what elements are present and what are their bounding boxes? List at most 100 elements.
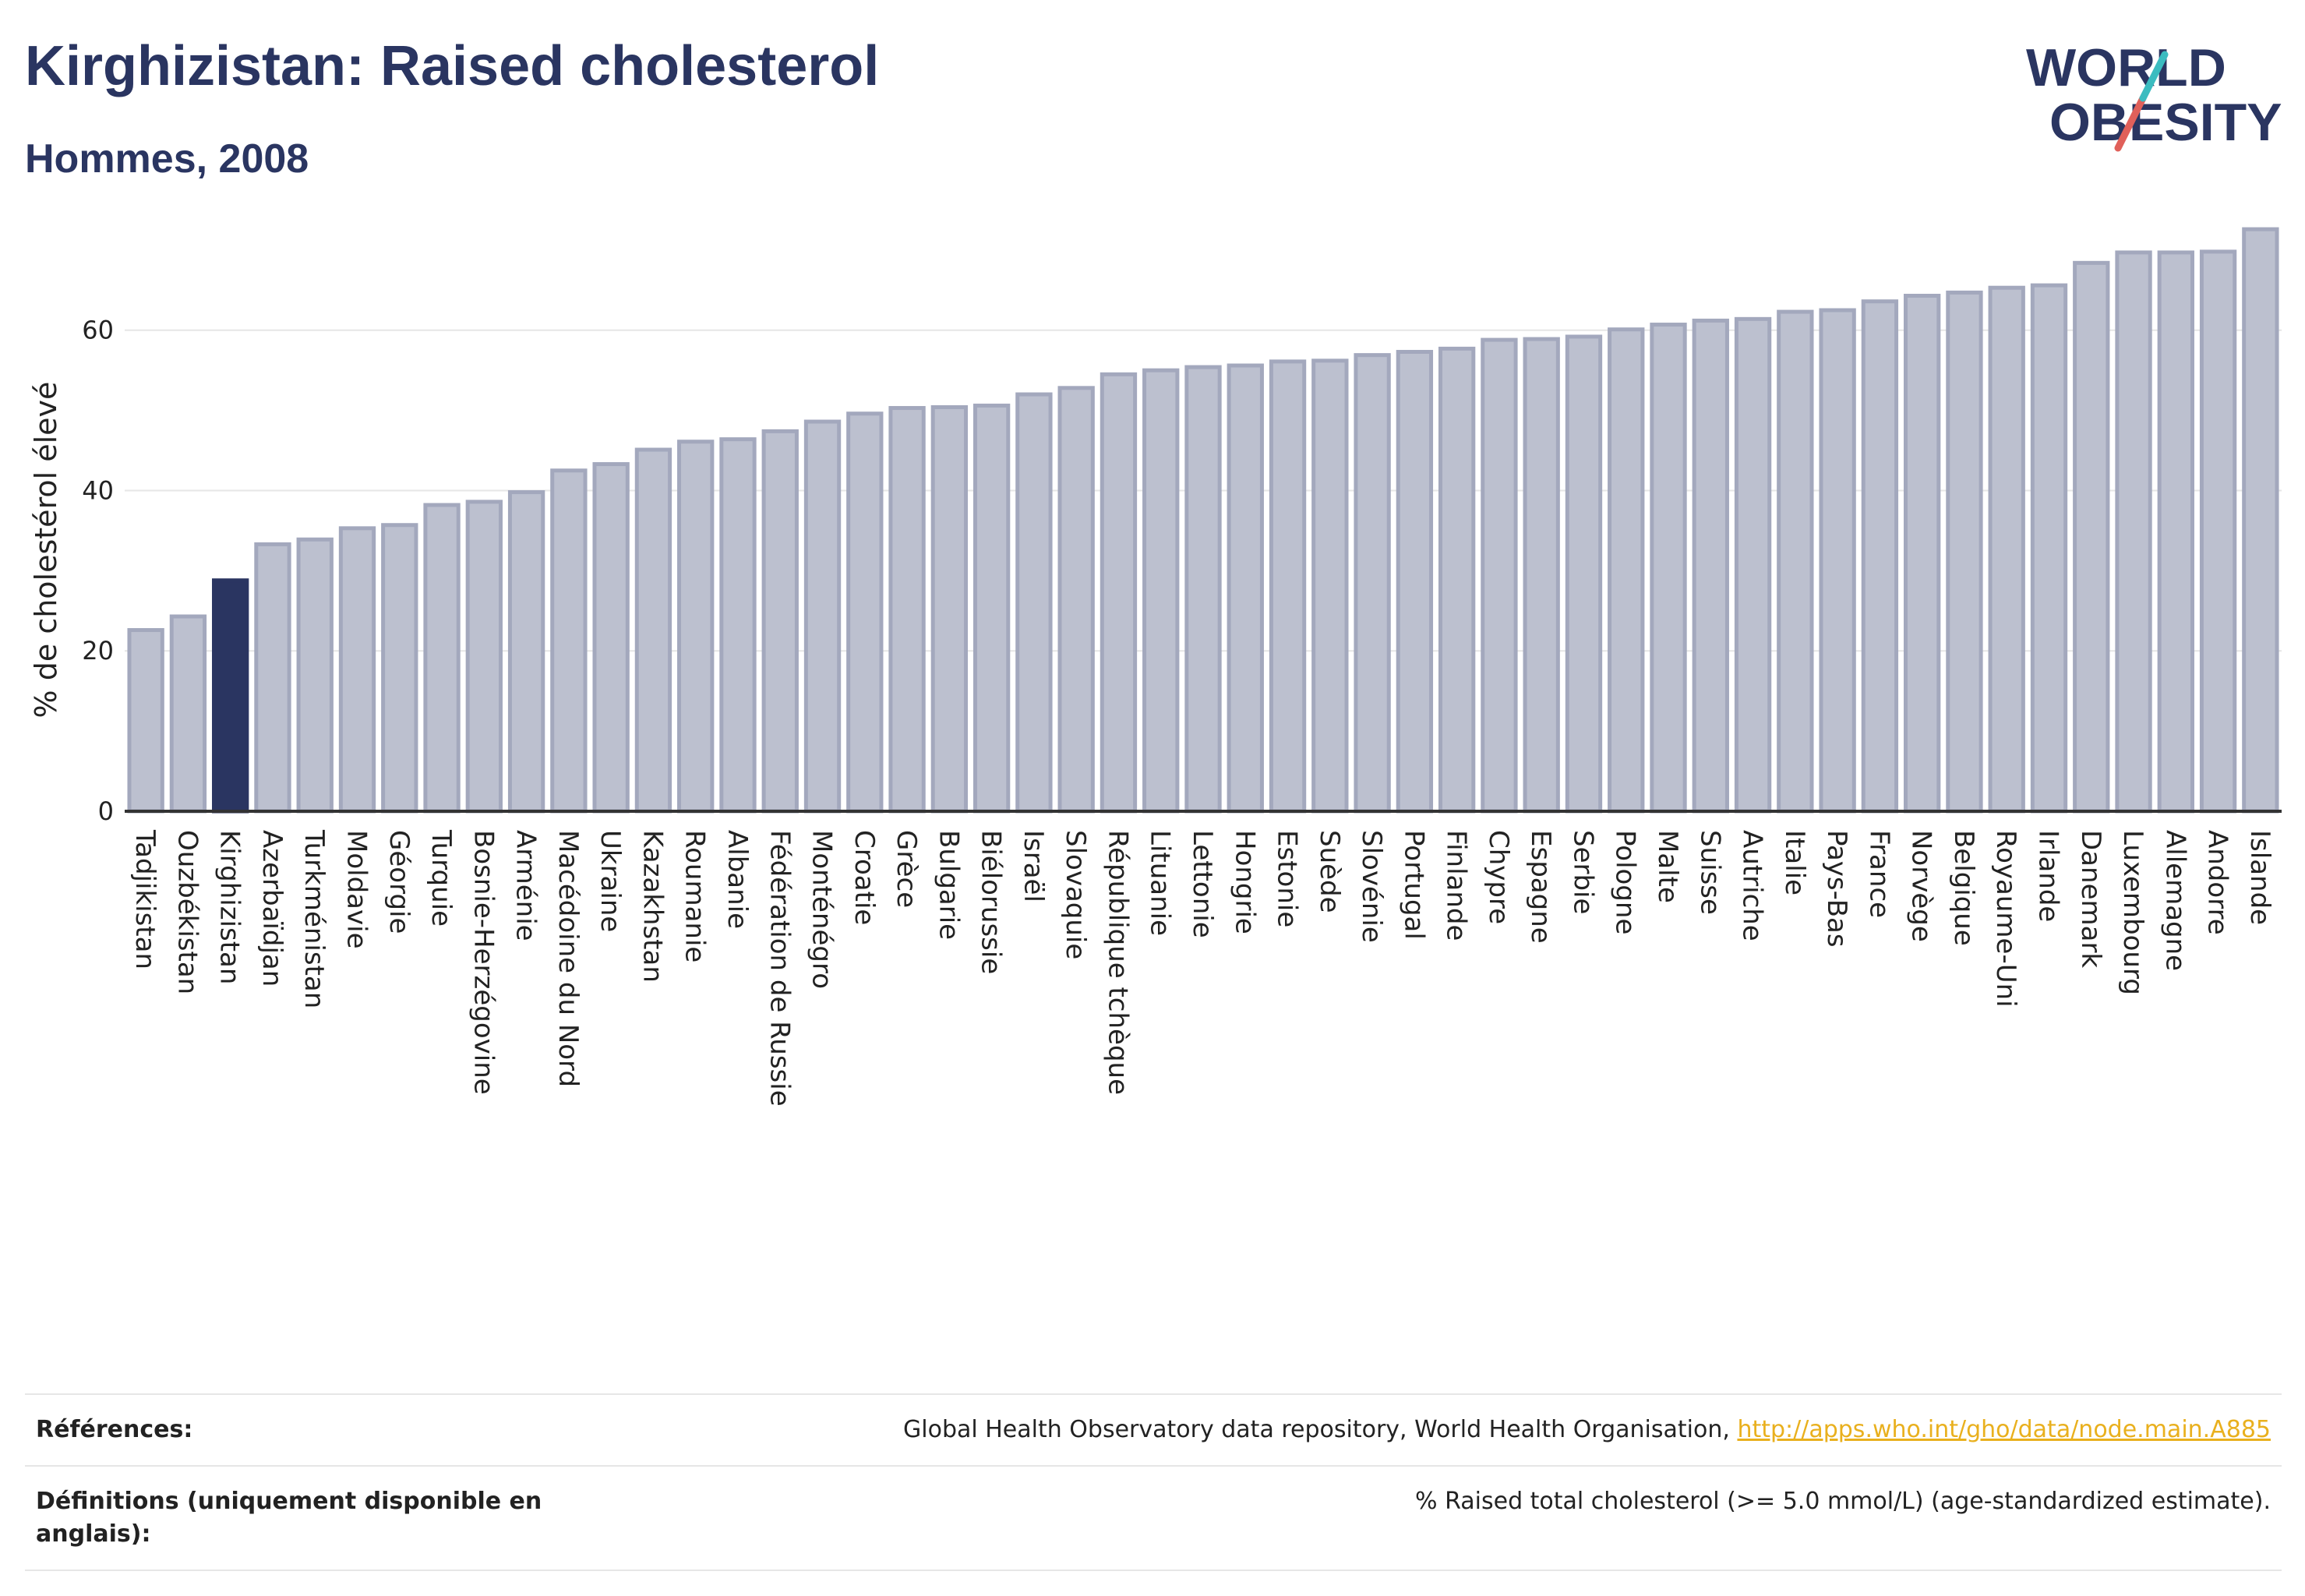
x-tick-label: Finlande: [1441, 830, 1472, 941]
bar-su-de: [1311, 358, 1349, 814]
bar-finlande: [1438, 346, 1476, 814]
bar-andorre: [2199, 249, 2237, 814]
x-tick-label: Pologne: [1610, 830, 1641, 934]
x-tick-label: Kazakhstan: [637, 830, 668, 983]
bar-isra-l: [1015, 392, 1053, 814]
page-title: Kirghizistan: Raised cholesterol: [25, 35, 880, 97]
x-tick-label: Andorre: [2202, 830, 2233, 935]
y-tick-label: 40: [82, 475, 114, 505]
bar-lituanie: [1142, 368, 1180, 814]
x-tick-label: Moldavie: [341, 830, 372, 949]
definitions-row: Définitions (uniquement disponible en an…: [25, 1465, 2282, 1571]
bar-suisse: [1692, 318, 1729, 814]
bar-mac-doine-du-nord: [550, 468, 588, 814]
references-row: Références: Global Health Observatory da…: [25, 1393, 2282, 1465]
x-tick-label: Ouzbékistan: [171, 830, 203, 994]
bar-norv-ge: [1903, 294, 1941, 814]
footer: Références: Global Health Observatory da…: [25, 1393, 2282, 1571]
bar-slovaquie: [1057, 386, 1095, 814]
bar-r-publique-tch-que: [1100, 372, 1138, 814]
bar-chart: 0 20 40 60 Tadjikistan Ouzbékistan Kirghizist…: [29, 227, 2282, 1107]
x-tick-label: Fédération de Russie: [764, 830, 795, 1107]
y-tick-label: 0: [98, 796, 114, 826]
x-tick-label: Kirghizistan: [214, 830, 245, 984]
bar-malte: [1650, 323, 1687, 814]
x-tick-label: Espagne: [1525, 830, 1556, 944]
x-tick-label: Slovénie: [1356, 830, 1387, 943]
x-tick-label: Arménie: [510, 830, 542, 941]
bar-france: [1861, 299, 1899, 814]
bar-irlande: [2030, 283, 2068, 814]
x-tick-label: Luxembourg: [2117, 830, 2148, 995]
bar-tadjikistan: [127, 627, 164, 814]
bar-ouzb-kistan: [169, 614, 207, 814]
logo-slash-red: [2114, 94, 2147, 152]
bars: [127, 227, 2279, 814]
y-axis-ticks: 0 20 40 60: [82, 316, 114, 826]
bar-royaume-uni: [1988, 285, 2025, 814]
x-tick-label: Chypre: [1483, 830, 1514, 924]
x-tick-label: Bulgarie: [933, 830, 964, 940]
x-tick-label: Slovaquie: [1060, 830, 1091, 959]
references-link[interactable]: http://apps.who.int/gho/data/node.main.A…: [1737, 1416, 2271, 1443]
references-label: Références:: [36, 1416, 193, 1443]
x-tick-label: Pays-Bas: [1821, 830, 1852, 948]
definitions-text: % Raised total cholesterol (>= 5.0 mmol/…: [1415, 1488, 2271, 1515]
x-tick-label: Suède: [1314, 830, 1345, 913]
bar-bosnie-herz-govine: [465, 500, 503, 814]
bar-belgique: [1946, 290, 1983, 814]
x-tick-label: Autriche: [1737, 830, 1768, 941]
bar-azerba-djan: [254, 542, 291, 814]
x-tick-label: Macédoine du Nord: [552, 830, 584, 1087]
bar-f-d-ration-de-russie: [761, 429, 799, 814]
bar-moldavie: [338, 526, 376, 814]
x-tick-label: République tchèque: [1102, 830, 1133, 1095]
x-tick-label: France: [1863, 830, 1894, 918]
x-tick-label: Danemark: [2075, 830, 2106, 968]
x-tick-label: Irlande: [2032, 830, 2063, 922]
x-tick-label: Turquie: [425, 829, 457, 927]
bar-estonie: [1269, 359, 1307, 814]
bar-g-orgie: [381, 523, 418, 814]
bar-bi-lorussie: [972, 403, 1011, 814]
x-tick-label: Serbie: [1567, 830, 1598, 914]
bar-croatie: [846, 411, 884, 814]
x-tick-label: Lituanie: [1145, 830, 1176, 936]
logo-slash-teal: [2139, 51, 2169, 102]
x-tick-label: Turkménistan: [298, 829, 330, 1008]
x-tick-label: Israël: [1018, 830, 1049, 902]
x-tick-label: Belgique: [1948, 830, 1979, 946]
x-tick-label: Croatie: [849, 830, 880, 925]
x-tick-label: Royaume-Uni: [1990, 830, 2021, 1008]
bar-kazakhstan: [634, 447, 672, 814]
bar-espagne: [1523, 337, 1560, 814]
x-axis-labels: Tadjikistan Ouzbékistan Kirghizistan Azerba…: [129, 829, 2275, 1107]
bar-gr-ce: [888, 406, 926, 814]
bar-arm-nie: [507, 490, 545, 814]
bar-ukraine: [592, 462, 630, 814]
bar-pologne: [1608, 327, 1645, 814]
x-tick-label: Hongrie: [1229, 830, 1260, 934]
bar-lettonie: [1184, 365, 1222, 814]
x-tick-label: Biélorussie: [976, 830, 1007, 974]
x-tick-label: Portugal: [1398, 830, 1429, 940]
x-tick-label: Norvège: [1906, 830, 1937, 942]
x-tick-label: Malte: [1652, 830, 1683, 903]
bar-albanie: [719, 437, 757, 814]
bar-bulgarie: [930, 405, 969, 814]
x-tick-label: Islande: [2244, 830, 2275, 925]
x-tick-label: Roumanie: [679, 830, 711, 962]
x-tick-label: Suisse: [1694, 830, 1725, 915]
references-text: Global Health Observatory data repositor…: [903, 1416, 1738, 1443]
bar-turquie: [423, 503, 461, 814]
page-subtitle: Hommes, 2008: [25, 136, 309, 182]
x-tick-label: Bosnie-Herzégovine: [468, 830, 499, 1095]
x-tick-label: Italie: [1779, 830, 1810, 895]
x-tick-label: Estonie: [1272, 830, 1303, 927]
x-tick-label: Géorgie: [383, 830, 415, 934]
y-tick-label: 20: [82, 636, 114, 666]
x-tick-label: Albanie: [722, 830, 753, 929]
x-tick-label: Allemagne: [2159, 830, 2190, 971]
bar-luxembourg: [2115, 250, 2152, 814]
x-tick-label: Lettonie: [1187, 830, 1218, 938]
